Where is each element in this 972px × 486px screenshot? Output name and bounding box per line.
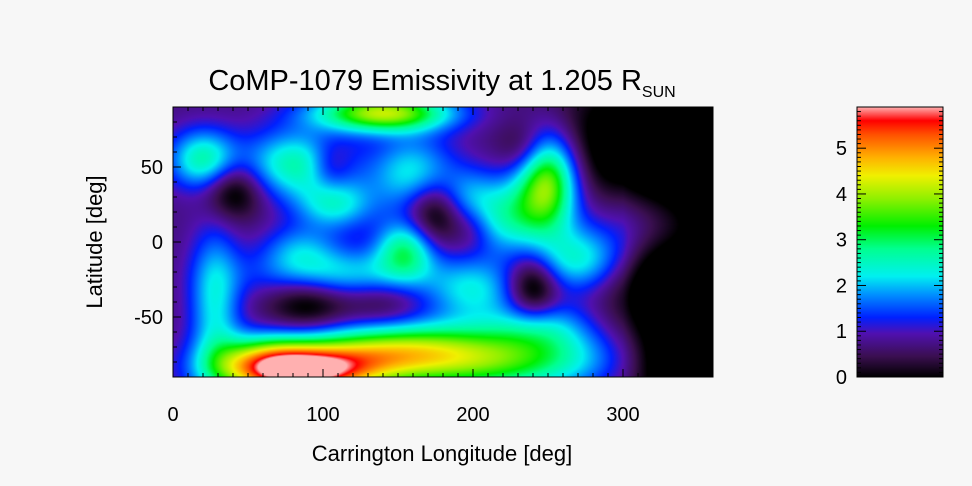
colorbar-tick-label: 4 <box>836 184 847 206</box>
x-tick-label: 200 <box>456 404 489 426</box>
x-tick-label: 0 <box>167 404 178 426</box>
x-tick-label: 300 <box>606 404 639 426</box>
colorbar-frame <box>856 106 944 378</box>
x-tick-labels: 0 100 200 300 <box>167 404 639 426</box>
colorbar-gradient <box>857 107 943 377</box>
colorbar-tick-label: 5 <box>836 138 847 160</box>
heatmap-canvas <box>173 107 713 377</box>
y-tick-labels: -50 0 50 <box>134 157 163 329</box>
colorbar-tick-label: 2 <box>836 275 847 297</box>
colorbar-tick-label: 1 <box>836 321 847 343</box>
colorbar-tick-labels: 0 1 2 3 4 5 <box>836 138 847 389</box>
x-tick-label: 100 <box>306 404 339 426</box>
axis-ticks <box>172 106 714 378</box>
heatmap-image-wrapper <box>173 107 713 377</box>
y-tick-label: 50 <box>141 157 163 179</box>
chart-title: CoMP-1079 Emissivity at 1.205 RSUN <box>208 65 675 101</box>
y-axis-label: Latitude [deg] <box>82 175 107 308</box>
y-tick-label: -50 <box>134 307 163 329</box>
colorbar-tick-label: 0 <box>836 367 847 389</box>
colorbar-ticks <box>857 106 943 378</box>
y-tick-label: 0 <box>152 232 163 254</box>
colorbar-tick-label: 3 <box>836 230 847 252</box>
x-axis-label: Carrington Longitude [deg] <box>312 441 573 466</box>
